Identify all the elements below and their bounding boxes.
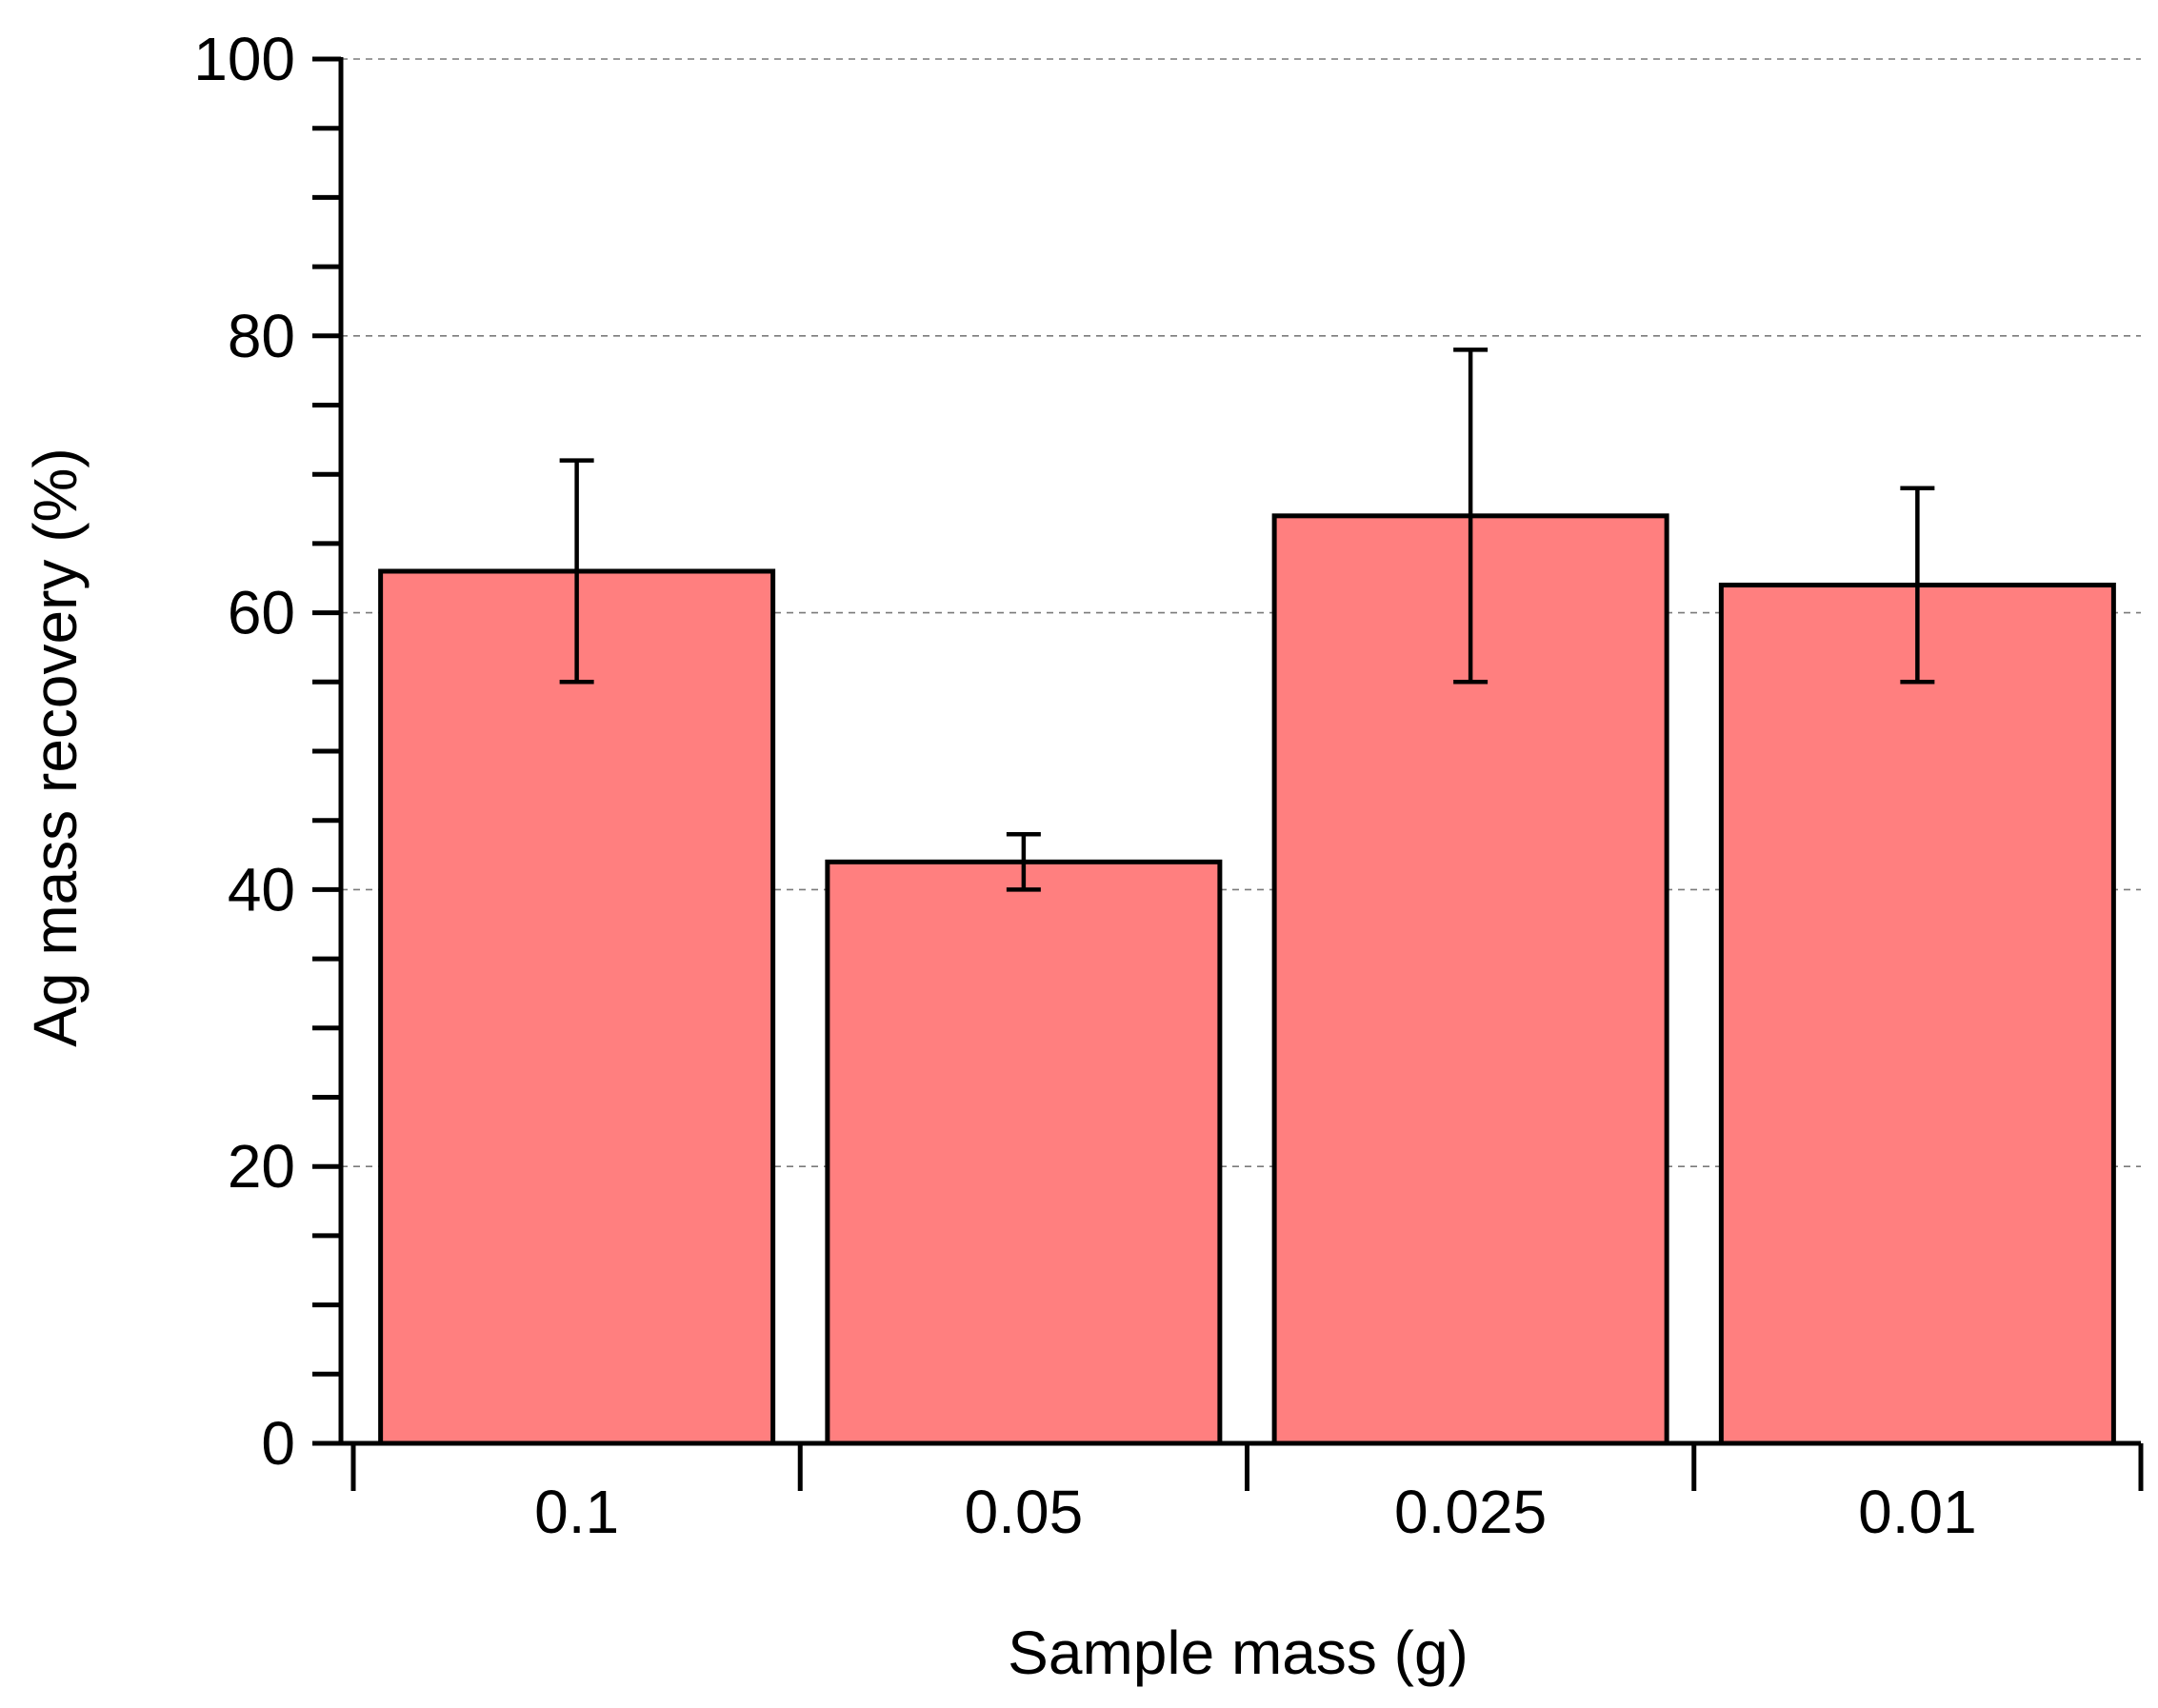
x-tick-label-0.025: 0.025 [1394, 1478, 1547, 1546]
y-tick-label-80: 80 [228, 302, 295, 370]
bar-0.1 [378, 568, 776, 1446]
bars [378, 513, 2116, 1446]
y-tick-label-20: 20 [228, 1132, 295, 1201]
y-tick-label-100: 100 [193, 25, 295, 93]
x-axis-title: Sample mass (g) [1008, 1619, 1469, 1687]
y-axis-title: Ag mass recovery (%) [21, 447, 90, 1046]
x-tick-label-0.05: 0.05 [965, 1478, 1084, 1546]
bar-0.05 [825, 859, 1223, 1446]
x-tick-label-0.1: 0.1 [534, 1478, 619, 1546]
error-bars [559, 348, 1935, 892]
y-tick-label-0: 0 [261, 1409, 295, 1478]
y-tick-label-40: 40 [228, 855, 295, 924]
x-tick-label-0.01: 0.01 [1858, 1478, 1977, 1546]
axes [312, 56, 2144, 1491]
tick-labels: 0 20 40 60 80 100 0.1 0.05 0.025 0.01 [193, 25, 1976, 1546]
y-tick-label-60: 60 [228, 579, 295, 647]
bar-0.01 [1718, 583, 2116, 1446]
